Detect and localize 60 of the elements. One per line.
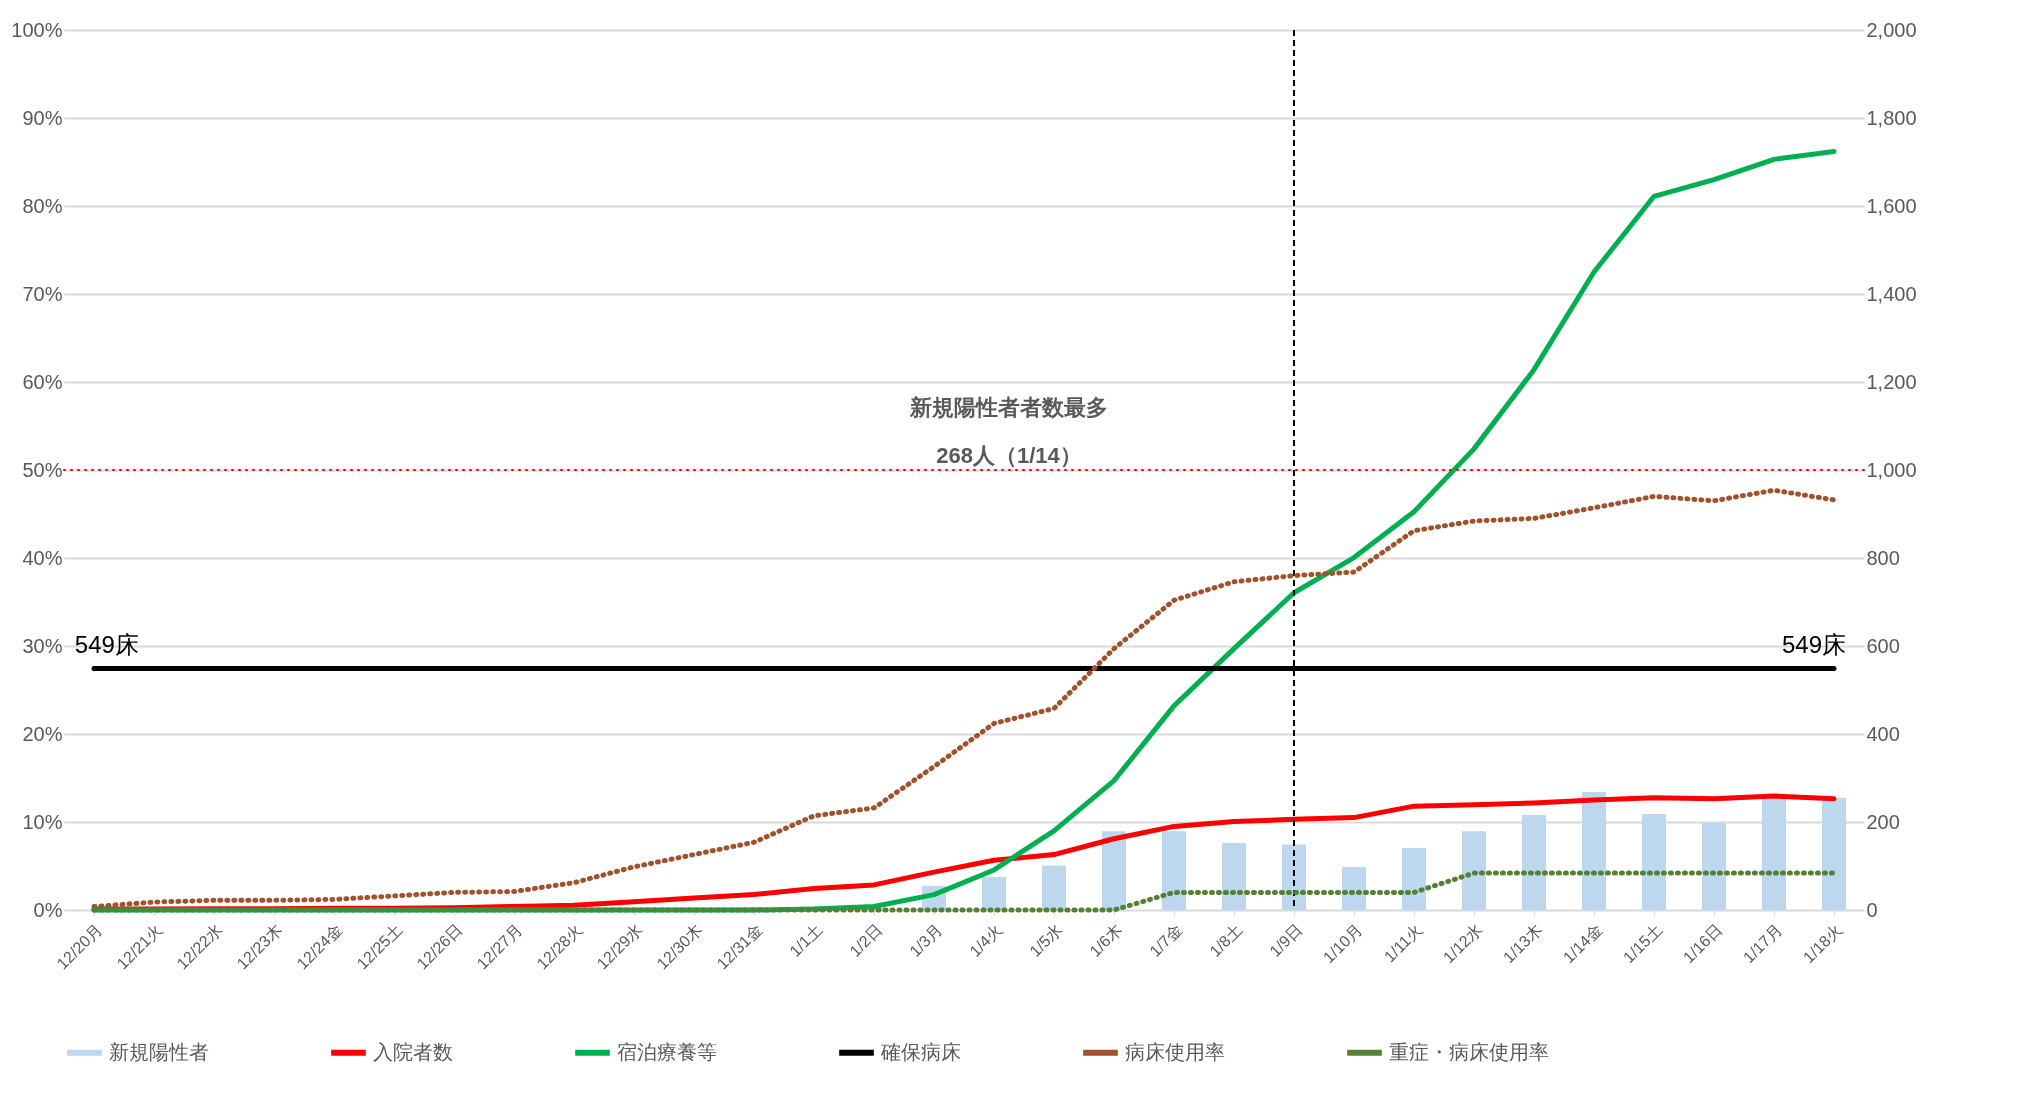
y2-tick-label: 800: [1866, 546, 1900, 569]
x-tick-label: 1/7金: [1146, 920, 1186, 960]
y-tick-label: 100%: [11, 18, 63, 41]
y2-tick-label: 400: [1866, 722, 1900, 745]
y-tick-label: 10%: [22, 810, 63, 833]
y-tick-label: 60%: [22, 370, 63, 393]
bar: [1222, 843, 1246, 910]
legend-label: 新規陽性者: [109, 1040, 209, 1063]
x-tick-label: 1/16日: [1679, 920, 1726, 967]
x-tick-label: 1/9日: [1266, 920, 1306, 960]
bar: [1822, 797, 1846, 910]
x-tick-label: 1/8土: [1206, 920, 1246, 960]
x-tick-label: 1/1土: [786, 920, 826, 960]
bar: [1402, 847, 1426, 910]
x-tick-label: 1/13木: [1499, 920, 1546, 967]
y-tick-label: 80%: [22, 194, 63, 217]
annotation: 新規陽性者者数最多 268人（1/14）: [909, 395, 1108, 469]
x-tick-label: 1/6木: [1086, 920, 1126, 960]
bar: [1762, 796, 1786, 910]
y-tick-label: 0%: [33, 898, 63, 921]
y2-tick-label: 2,000: [1866, 18, 1917, 41]
x-tick-label: 1/3月: [906, 920, 946, 960]
y2-tick-label: 1,600: [1866, 194, 1917, 217]
x-tick-label: 1/18火: [1799, 920, 1846, 967]
y-tick-label: 30%: [22, 634, 63, 657]
bar: [1042, 865, 1066, 910]
bar: [1102, 831, 1126, 910]
y2-tick-label: 0: [1866, 898, 1878, 921]
y-tick-label: 90%: [22, 106, 63, 129]
legend-label: 重症・病床使用率: [1389, 1040, 1549, 1063]
x-tick-label: 1/4火: [966, 920, 1006, 960]
legend-label: 入院者数: [373, 1040, 453, 1063]
annotation: 549床: [74, 631, 139, 658]
y2-tick-label: 600: [1866, 634, 1900, 657]
y-tick-label: 40%: [22, 546, 63, 569]
bar: [1462, 831, 1486, 910]
bar: [1162, 831, 1186, 910]
y2-tick-label: 200: [1866, 810, 1900, 833]
x-tick-label: 1/11火: [1380, 920, 1426, 966]
y-tick-label: 50%: [22, 458, 63, 481]
legend-label: 宿泊療養等: [617, 1040, 717, 1063]
y2-tick-label: 1,000: [1866, 458, 1917, 481]
x-tick-label: 1/10月: [1319, 920, 1366, 967]
bar: [1342, 866, 1366, 910]
y2-tick-label: 1,800: [1866, 106, 1917, 129]
annotation: 549床: [1781, 631, 1846, 658]
y2-tick-label: 1,400: [1866, 282, 1917, 305]
legend-label: 病床使用率: [1125, 1040, 1225, 1063]
bar: [1522, 814, 1546, 910]
bar: [1582, 792, 1606, 910]
legend-label: 確保病床: [880, 1040, 961, 1063]
bar: [1702, 822, 1726, 910]
y-tick-label: 20%: [22, 722, 63, 745]
bar: [1642, 814, 1666, 910]
bar: [982, 877, 1006, 910]
y-tick-label: 70%: [22, 282, 63, 305]
x-tick-label: 1/5水: [1026, 920, 1066, 960]
x-tick-label: 1/2日: [846, 920, 886, 960]
y2-tick-label: 1,200: [1866, 370, 1917, 393]
bar: [1282, 844, 1306, 910]
